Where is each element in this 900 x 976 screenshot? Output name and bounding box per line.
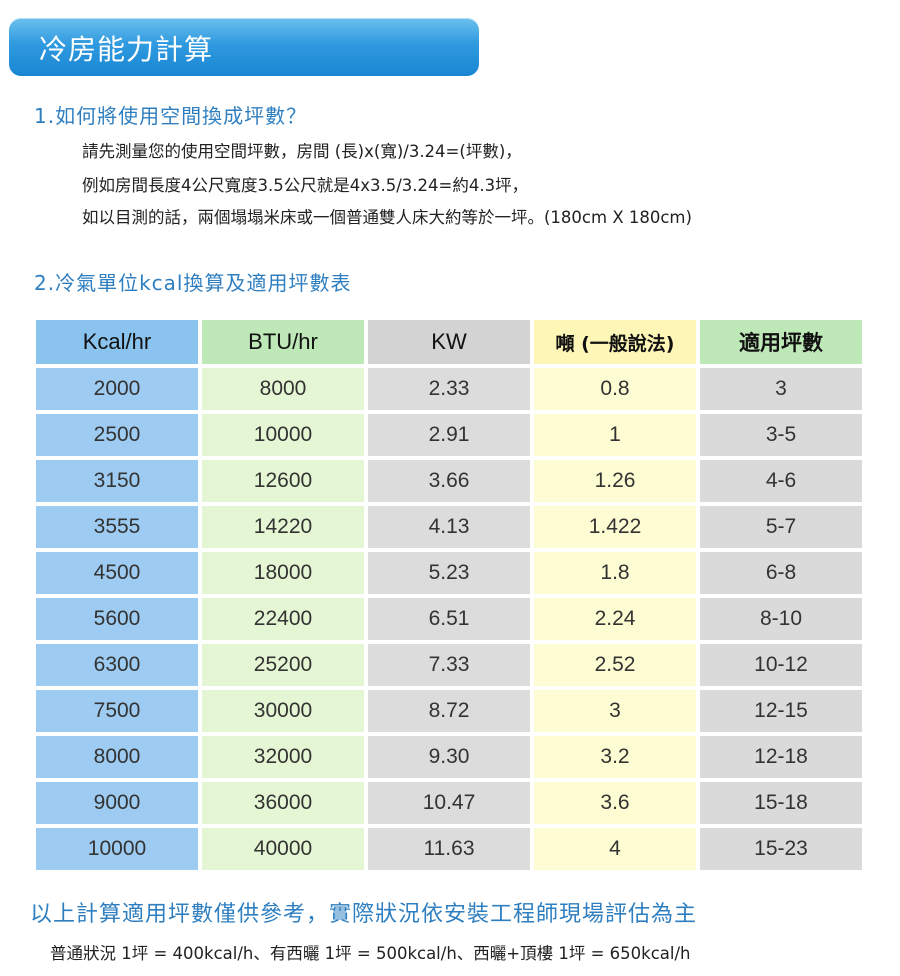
- section1-line-2: 例如房間長度4公尺寬度3.5公尺就是4x3.5/3.24=約4.3坪，: [82, 176, 529, 195]
- section1-heading: 1.如何將使用空間換成坪數？: [34, 104, 308, 128]
- cell-ton: 1.8: [534, 552, 696, 594]
- cell-btu: 14220: [202, 506, 364, 548]
- cell-kcal: 8000: [36, 736, 198, 778]
- page-title: 冷房能力計算: [39, 33, 214, 66]
- cell-kw: 9.30: [368, 736, 530, 778]
- cell-ton: 3.2: [534, 736, 696, 778]
- cell-ping: 3-5: [700, 414, 862, 456]
- cell-kw: 4.13: [368, 506, 530, 548]
- cell-btu: 18000: [202, 552, 364, 594]
- cell-btu: 10000: [202, 414, 364, 456]
- cell-ping: 3: [700, 368, 862, 410]
- cell-ping: 12-15: [700, 690, 862, 732]
- cell-btu: 32000: [202, 736, 364, 778]
- cell-ton: 1.26: [534, 460, 696, 502]
- cell-kw: 3.66: [368, 460, 530, 502]
- cell-ton: 4: [534, 828, 696, 870]
- cell-kcal: 5600: [36, 598, 198, 640]
- cell-ton: 3.6: [534, 782, 696, 824]
- cell-ping: 6-8: [700, 552, 862, 594]
- cell-kcal: 6300: [36, 644, 198, 686]
- cell-ton: 2.24: [534, 598, 696, 640]
- cell-kw: 8.72: [368, 690, 530, 732]
- cell-ton: 0.8: [534, 368, 696, 410]
- cell-kw: 11.63: [368, 828, 530, 870]
- cell-ping: 5-7: [700, 506, 862, 548]
- footer-disclaimer: 以上計算適用坪數僅供參考，實際狀況依安裝工程師現場評估為主: [30, 902, 698, 927]
- header-ping: 適用坪數: [700, 320, 862, 364]
- header-kcal: Kcal/hr: [36, 320, 198, 364]
- section1-line-1: 請先測量您的使用空間坪數，房間 (長)x(寬)/3.24=(坪數)，: [82, 142, 522, 161]
- section1-line-3: 如以目測的話，兩個塌塌米床或一個普通雙人床大約等於一坪。(180cm X 180…: [82, 208, 692, 227]
- cell-ping: 8-10: [700, 598, 862, 640]
- cell-kcal: 3555: [36, 506, 198, 548]
- cell-kw: 2.91: [368, 414, 530, 456]
- cell-kcal: 4500: [36, 552, 198, 594]
- cell-kcal: 7500: [36, 690, 198, 732]
- footer-note: 普通狀況 1坪 = 400kcal/h、有西曬 1坪 = 500kcal/h、西…: [50, 944, 691, 963]
- header-btu: BTU/hr: [202, 320, 364, 364]
- header-ton: 噸 (一般說法): [534, 320, 696, 364]
- cell-btu: 36000: [202, 782, 364, 824]
- cell-btu: 25200: [202, 644, 364, 686]
- cell-ping: 10-12: [700, 644, 862, 686]
- cell-kw: 2.33: [368, 368, 530, 410]
- conversion-table: Kcal/hr BTU/hr KW 噸 (一般說法) 適用坪數 2000 8000…: [36, 320, 862, 870]
- cell-kcal: 2500: [36, 414, 198, 456]
- header-kw: KW: [368, 320, 530, 364]
- cell-ton: 1.422: [534, 506, 696, 548]
- cell-kw: 7.33: [368, 644, 530, 686]
- cell-ping: 15-23: [700, 828, 862, 870]
- cell-ton: 1: [534, 414, 696, 456]
- section2-heading: 2.冷氣單位kcal換算及適用坪數表: [34, 271, 352, 295]
- cell-kcal: 3150: [36, 460, 198, 502]
- cell-ping: 12-18: [700, 736, 862, 778]
- cell-btu: 12600: [202, 460, 364, 502]
- cell-ping: 4-6: [700, 460, 862, 502]
- cell-kw: 10.47: [368, 782, 530, 824]
- title-banner: 冷房能力計算: [9, 18, 479, 76]
- cell-kw: 5.23: [368, 552, 530, 594]
- cell-ton: 2.52: [534, 644, 696, 686]
- cell-btu: 40000: [202, 828, 364, 870]
- cell-kw: 6.51: [368, 598, 530, 640]
- cell-ton: 3: [534, 690, 696, 732]
- cell-btu: 8000: [202, 368, 364, 410]
- cell-kcal: 9000: [36, 782, 198, 824]
- cell-btu: 30000: [202, 690, 364, 732]
- cell-btu: 22400: [202, 598, 364, 640]
- cell-kcal: 10000: [36, 828, 198, 870]
- cell-ping: 15-18: [700, 782, 862, 824]
- cell-kcal: 2000: [36, 368, 198, 410]
